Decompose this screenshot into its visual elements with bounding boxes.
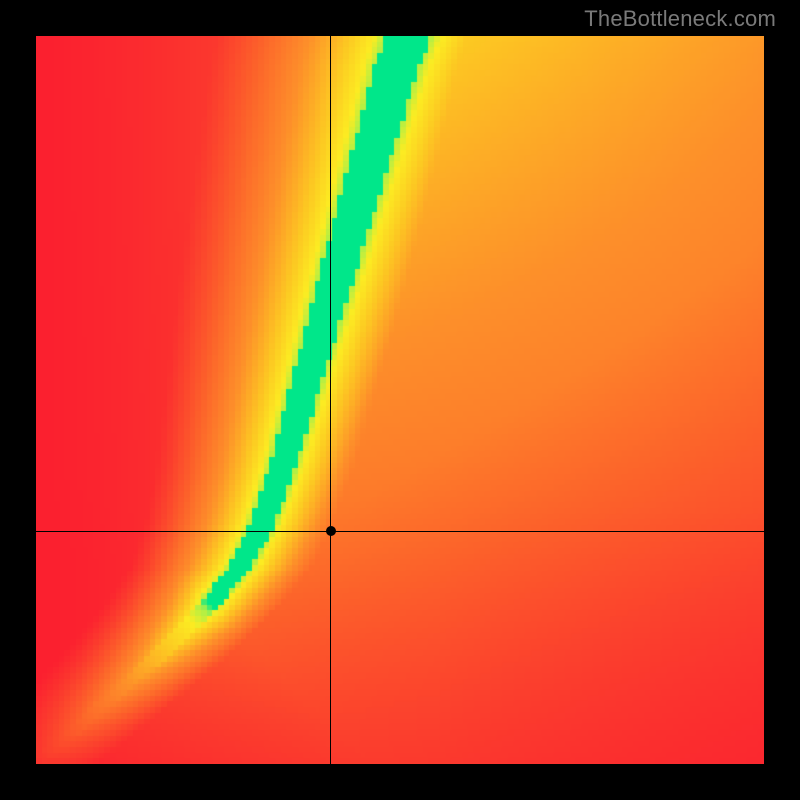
chart-container: TheBottleneck.com <box>0 0 800 800</box>
crosshair-horizontal <box>36 531 764 532</box>
crosshair-vertical <box>330 36 331 764</box>
watermark-text: TheBottleneck.com <box>584 6 776 32</box>
crosshair-marker <box>326 526 336 536</box>
bottleneck-heatmap <box>36 36 764 764</box>
